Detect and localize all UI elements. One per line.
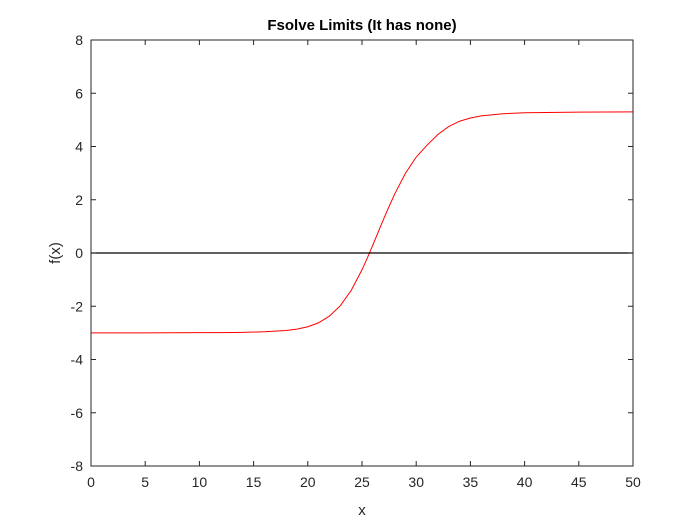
x-tick-label: 0: [87, 474, 95, 490]
x-axis-label: x: [358, 502, 366, 519]
plot-frame: [90, 39, 634, 467]
x-tick-label: 25: [354, 474, 370, 490]
series-line-function: [91, 111, 634, 334]
x-tick-label: 30: [408, 474, 424, 490]
y-tick-label: 8: [75, 32, 83, 48]
y-tick-label: -2: [71, 298, 84, 314]
y-axis-label: f(x): [47, 242, 64, 264]
x-tick-label: 15: [246, 474, 262, 490]
y-tick-label: 2: [75, 192, 83, 208]
ticks-layer: 0 5 10 15 20 25 30 35 40 45 50 -8 -6 -4 -2 0 2 4 6 8: [71, 32, 641, 490]
y-tick-label: 6: [75, 85, 83, 101]
series-layer: [91, 111, 634, 334]
x-tick-label: 10: [192, 474, 208, 490]
y-tick-label: -8: [71, 458, 84, 474]
x-tick-label: 40: [517, 474, 533, 490]
y-tick-label: 0: [75, 245, 83, 261]
y-tick-label: -4: [71, 352, 84, 368]
x-tick-label: 20: [300, 474, 316, 490]
y-tick-label: -6: [71, 405, 84, 421]
y-tick-label: 4: [75, 139, 83, 155]
x-tick-label: 45: [571, 474, 587, 490]
chart-title: Fsolve Limits (It has none): [267, 17, 456, 34]
x-tick-label: 50: [625, 474, 641, 490]
x-tick-label: 5: [141, 474, 149, 490]
x-tick-label: 35: [463, 474, 479, 490]
